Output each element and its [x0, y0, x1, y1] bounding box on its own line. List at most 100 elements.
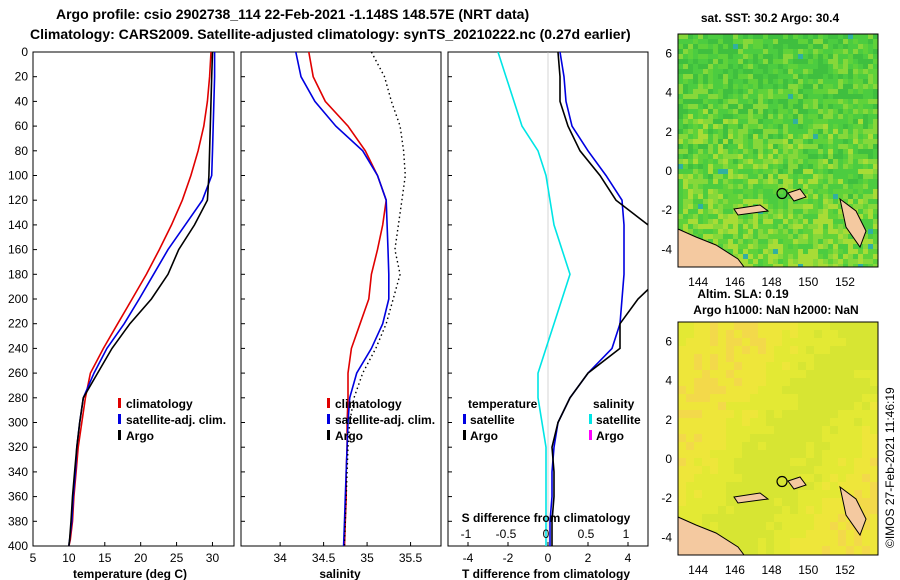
map-cell — [778, 159, 783, 164]
map-cell — [766, 514, 774, 522]
map-cell — [703, 59, 708, 64]
map-cell — [778, 179, 783, 184]
map-cell — [778, 219, 783, 224]
map-cell — [814, 418, 822, 426]
map-cell — [713, 189, 718, 194]
map-cell — [678, 402, 686, 410]
map-cell — [843, 174, 848, 179]
map-cell — [743, 114, 748, 119]
map-cell — [848, 249, 853, 254]
map-cell — [818, 149, 823, 154]
map-cell — [833, 114, 838, 119]
map-cell — [868, 159, 873, 164]
map-cell — [822, 354, 830, 362]
map-y-tick-label: -2 — [661, 491, 672, 505]
map-cell — [830, 522, 838, 530]
legend-swatch-climatology — [118, 398, 121, 408]
map-cell — [703, 54, 708, 59]
map-cell — [718, 94, 723, 99]
legend-swatch-climatology — [327, 398, 330, 408]
map-cell — [868, 119, 873, 124]
map-cell — [782, 378, 790, 386]
map-cell — [823, 44, 828, 49]
map-cell — [773, 219, 778, 224]
map-cell — [748, 259, 753, 264]
map-cell — [783, 69, 788, 74]
map-cell — [846, 530, 854, 538]
map-cell — [783, 64, 788, 69]
map-cell — [833, 69, 838, 74]
map-cell — [738, 34, 743, 39]
map-cell — [766, 362, 774, 370]
map-cell — [694, 498, 702, 506]
map-cell — [808, 69, 813, 74]
map-cell — [833, 154, 838, 159]
map-cell — [830, 458, 838, 466]
map-cell — [763, 174, 768, 179]
map-cell — [808, 144, 813, 149]
map-x-tick-label: 150 — [798, 275, 818, 289]
map-cell — [778, 49, 783, 54]
map-cell — [868, 249, 873, 254]
map-cell — [803, 264, 808, 267]
map-cell — [743, 74, 748, 79]
map-cell — [773, 239, 778, 244]
map-cell — [738, 214, 743, 219]
map-cell — [753, 259, 758, 264]
map-cell — [806, 498, 814, 506]
map-cell — [828, 234, 833, 239]
map-cell — [748, 104, 753, 109]
map-cell — [718, 69, 723, 74]
map-cell — [803, 219, 808, 224]
map-cell — [694, 426, 702, 434]
top-x-tick-label: 0.5 — [578, 527, 595, 541]
map-cell — [713, 44, 718, 49]
map-cell — [790, 362, 798, 370]
map-cell — [702, 402, 710, 410]
map-cell — [823, 229, 828, 234]
map-cell — [766, 370, 774, 378]
map-cell — [774, 362, 782, 370]
map-cell — [814, 458, 822, 466]
map-cell — [808, 204, 813, 209]
map-cell — [702, 474, 710, 482]
map-cell — [698, 189, 703, 194]
map-cell — [758, 219, 763, 224]
map-cell — [838, 474, 846, 482]
map-cell — [774, 370, 782, 378]
map-cell — [688, 114, 693, 119]
map-cell — [798, 164, 803, 169]
map-cell — [782, 514, 790, 522]
map-cell — [726, 522, 734, 530]
legend-label: Argo — [470, 429, 498, 443]
map-cell — [783, 74, 788, 79]
map-cell — [873, 179, 878, 184]
map-cell — [838, 426, 846, 434]
map-cell — [833, 44, 838, 49]
map-cell — [683, 134, 688, 139]
map-cell — [782, 450, 790, 458]
map-cell — [813, 164, 818, 169]
map-cell — [766, 546, 774, 554]
map-cell — [733, 204, 738, 209]
map-cell — [808, 54, 813, 59]
map-cell — [723, 154, 728, 159]
map-cell — [818, 204, 823, 209]
map-cell — [818, 39, 823, 44]
map-cell — [698, 174, 703, 179]
map-cell — [803, 49, 808, 54]
map-cell — [753, 114, 758, 119]
map-cell — [803, 254, 808, 259]
map-cell — [723, 64, 728, 69]
map-cell — [788, 39, 793, 44]
map-cell — [808, 154, 813, 159]
map-cell — [703, 99, 708, 104]
map-cell — [773, 179, 778, 184]
map-cell — [750, 538, 758, 546]
map-cell — [718, 466, 726, 474]
argo-line — [68, 52, 214, 546]
map-cell — [778, 249, 783, 254]
map-cell — [808, 219, 813, 224]
map-cell — [788, 64, 793, 69]
map-cell — [698, 144, 703, 149]
